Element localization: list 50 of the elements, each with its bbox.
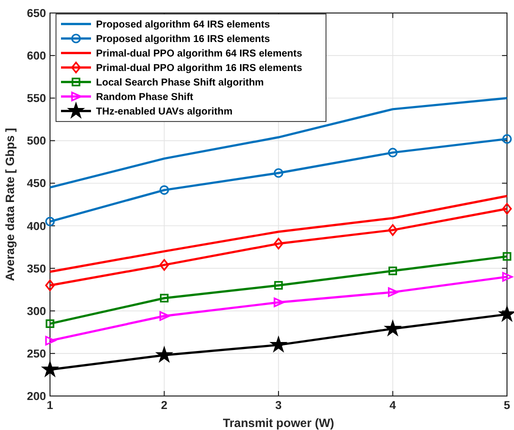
point (502, 134, 512, 144)
point (159, 259, 170, 271)
point (502, 272, 513, 282)
y-tick-label: 250 (26, 348, 46, 360)
y-tick-label: 450 (26, 178, 46, 190)
point (388, 148, 398, 158)
point (274, 238, 284, 250)
point (45, 280, 55, 292)
y-tick-label: 300 (26, 306, 46, 318)
y-tick-label: 200 (26, 391, 46, 404)
point (156, 346, 172, 362)
point (274, 281, 283, 290)
point (274, 168, 284, 178)
point (45, 336, 56, 346)
legend-label: Local Search Phase Shift algorithm (96, 78, 264, 88)
point (46, 319, 54, 328)
legend-label: Primal-dual PPO algorithm 64 IRS elements (96, 48, 303, 60)
x-tick-label: 3 (275, 400, 282, 412)
point (388, 224, 398, 236)
x-tick-label: 5 (504, 400, 511, 412)
y-tick-label: 650 (26, 8, 46, 20)
legend-label: THz-enabled UAVs algorithm (96, 106, 233, 118)
y-tick-label: 550 (26, 93, 46, 106)
y-tick-label: 350 (26, 263, 46, 276)
point (160, 294, 169, 302)
point (498, 306, 514, 322)
point (502, 252, 512, 261)
y-tick-label: 500 (26, 136, 46, 148)
point (42, 361, 58, 377)
point (274, 298, 284, 308)
legend-label: Proposed algorithm 16 IRS elements (96, 34, 270, 45)
point (45, 216, 55, 226)
point (270, 336, 287, 352)
point (384, 320, 401, 336)
x-axis-title: Transmit power (W) (222, 416, 334, 430)
y-axis-title: Average data Rate [ Gbps ] (3, 128, 17, 281)
legend-label: Random Phase Shift (96, 92, 194, 103)
point (388, 287, 399, 297)
y-tick-label: 400 (26, 220, 46, 233)
y-tick-label: 600 (26, 50, 46, 63)
point (159, 311, 170, 321)
x-tick-label: 2 (161, 400, 168, 412)
x-tick-label: 4 (390, 400, 397, 412)
point (502, 202, 512, 215)
line-series (48, 194, 508, 273)
point (388, 266, 398, 276)
legend-label: Proposed algorithm 64 IRS elements (96, 20, 270, 30)
x-tick-label: 1 (46, 400, 54, 412)
point (159, 185, 170, 195)
legend-label: Primal-dual PPO algorithm 16 IRS elements (96, 63, 303, 74)
